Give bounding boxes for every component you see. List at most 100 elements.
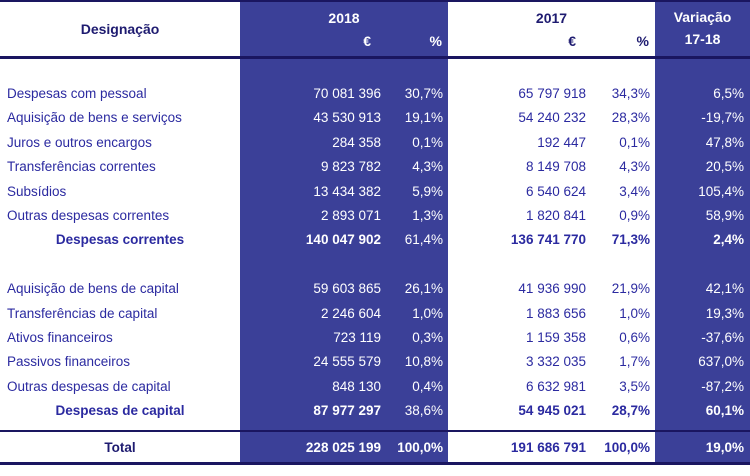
cell-variacao: 6,5% [655,81,750,106]
table-header: Designação 2018 2017 Variação 17-18 € % … [0,1,750,59]
cell-2017-eur: 3 332 035 [448,349,590,375]
cell-2018-pct: 5,9% [385,178,448,204]
cell-2018-pct: 61,4% [385,227,448,253]
cell-2018-eur-spacer [240,57,385,82]
cell-designacao: Total [0,429,240,466]
cell-designacao: Subsídios [0,178,240,204]
header-2017-euro-symbol: € [448,27,590,59]
cell-2017-pct: 0,6% [590,325,655,350]
cell-2017-eur-spacer [448,57,590,82]
spacer-row [0,252,750,277]
table-footer: Total 228 025 199 100,0% 191 686 791 100… [0,429,750,466]
cell-2017-eur: 54 945 021 [448,398,590,423]
cell-2018-pct: 1,3% [385,203,448,228]
table-row: Aquisição de bens de capital 59 603 865 26… [0,276,750,301]
cell-2018-pct: 30,7% [385,81,448,106]
header-2018-percent-symbol: % [385,27,448,59]
cell-variacao: 105,4% [655,178,750,204]
cell-variacao: 60,1% [655,398,750,423]
table-row: Ativos financeiros 723 119 0,3% 1 159 358 0,… [0,325,750,350]
subtotal-row: Despesas de capital 87 977 297 38,6% 54 945… [0,398,750,423]
table-row: Transferências correntes 9 823 782 4,3% 8 1… [0,154,750,179]
cell-2018-eur: 9 823 782 [240,154,385,179]
cell-2018-eur-spacer [240,252,385,277]
cell-variacao: 2,4% [655,227,750,253]
cell-2017-pct: 34,3% [590,81,655,106]
cell-variacao-spacer [655,57,750,82]
cell-2017-pct: 71,3% [590,227,655,253]
cell-variacao: 637,0% [655,349,750,375]
cell-2018-eur: 228 025 199 [240,429,385,466]
cell-designacao: Aquisição de bens e serviços [0,105,240,131]
subtotal-row: Despesas correntes 140 047 902 61,4% 136 74… [0,227,750,253]
cell-2018-eur: 43 530 913 [240,105,385,131]
cell-designacao: Ativos financeiros [0,325,240,350]
cell-2017-pct: 28,7% [590,398,655,423]
cell-2017-eur-spacer [448,422,590,431]
cell-2017-eur: 8 149 708 [448,154,590,179]
table-row: Juros e outros encargos 284 358 0,1% 192 44… [0,130,750,155]
cell-2017-pct: 1,7% [590,349,655,375]
cell-2017-eur: 136 741 770 [448,227,590,253]
cell-2018-eur: 284 358 [240,130,385,155]
cell-2017-pct: 21,9% [590,276,655,301]
cell-variacao: -19,7% [655,105,750,131]
table-body: Despesas com pessoal 70 081 396 30,7% 65 79… [0,57,750,431]
cell-2017-eur: 65 797 918 [448,81,590,106]
header-variacao: Variação 17-18 [655,1,750,59]
cell-variacao: 47,8% [655,130,750,155]
cell-2017-eur: 191 686 791 [448,429,590,466]
cell-2017-eur: 1 820 841 [448,203,590,228]
header-variacao-line2: 17-18 [684,30,721,47]
cell-2017-pct-spacer [590,422,655,431]
cell-2018-pct-spacer [385,57,448,82]
cell-2017-pct: 28,3% [590,105,655,131]
cell-2017-eur-spacer [448,252,590,277]
cell-designacao: Despesas de capital [0,398,240,423]
header-2018-euro-symbol: € [240,27,385,59]
table-row: Subsídios 13 434 382 5,9% 6 540 624 3,4% 105,… [0,178,750,204]
cell-designacao: Outras despesas de capital [0,374,240,399]
cell-designacao: Aquisição de bens de capital [0,276,240,301]
table-row: Despesas com pessoal 70 081 396 30,7% 65 79… [0,81,750,106]
cell-variacao: 20,5% [655,154,750,179]
cell-2018-pct: 0,3% [385,325,448,350]
cell-2018-eur: 87 977 297 [240,398,385,423]
cell-2018-eur: 2 893 071 [240,203,385,228]
cell-2018-pct: 1,0% [385,300,448,326]
cell-variacao-spacer [655,252,750,277]
cell-2017-pct: 0,9% [590,203,655,228]
header-2017-percent-symbol: % [590,27,655,59]
cell-2018-pct: 100,0% [385,429,448,466]
cell-2018-eur: 24 555 579 [240,349,385,375]
header-designacao: Designação [0,1,240,59]
header-row-years: Designação 2018 2017 Variação 17-18 [0,1,750,59]
cell-2017-pct: 3,4% [590,178,655,204]
cell-2018-eur: 723 119 [240,325,385,350]
cell-2017-pct: 3,5% [590,374,655,399]
cell-2018-pct-spacer [385,422,448,431]
table-row: Outras despesas de capital 848 130 0,4% 6 6… [0,374,750,399]
cell-2017-eur: 6 632 981 [448,374,590,399]
cell-variacao: 42,1% [655,276,750,301]
cell-designacao: Juros e outros encargos [0,130,240,155]
cell-designacao: Transferências correntes [0,154,240,179]
header-year-2017: 2017 [448,1,655,27]
cell-designacao: Outras despesas correntes [0,203,240,228]
cell-2018-eur-spacer [240,422,385,431]
expenses-table: Designação 2018 2017 Variação 17-18 € % … [0,0,750,466]
table-row: Transferências de capital 2 246 604 1,0% 1 … [0,300,750,326]
cell-2018-pct: 10,8% [385,349,448,375]
header-row-units: € % € % [0,27,750,59]
spacer-row [0,57,750,82]
cell-2017-pct: 1,0% [590,300,655,326]
table-row: Outras despesas correntes 2 893 071 1,3% 1 … [0,203,750,228]
cell-designacao-spacer [0,252,240,277]
cell-2017-pct: 0,1% [590,130,655,155]
cell-designacao-spacer [0,57,240,82]
cell-variacao-spacer [655,422,750,431]
table-row: Aquisição de bens e serviços 43 530 913 19… [0,105,750,131]
cell-2017-eur: 41 936 990 [448,276,590,301]
header-variacao-line1: Variação [673,9,732,26]
cell-variacao: -37,6% [655,325,750,350]
